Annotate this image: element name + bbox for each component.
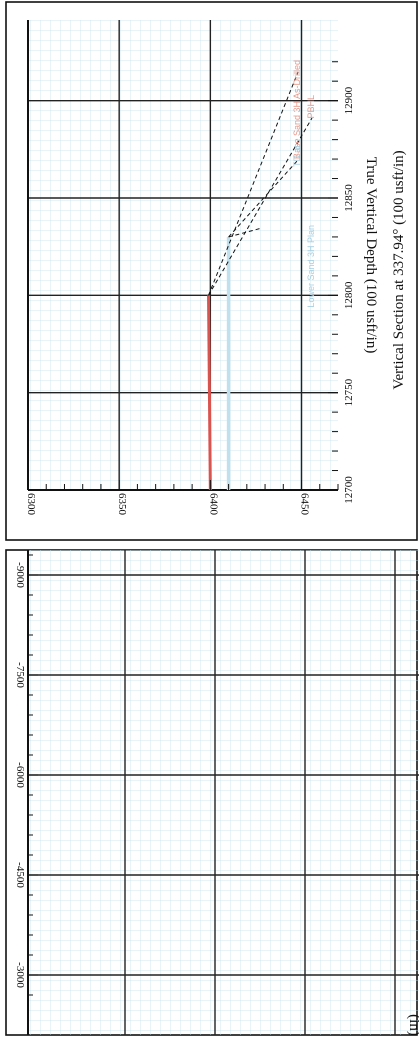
plan-tick-label: -3000 (14, 962, 26, 988)
plan-view-axis-title-fragment: (in) (406, 1014, 419, 1036)
plan-tick-label: -6000 (14, 762, 26, 788)
annotation-pbhl: PBHL (306, 95, 316, 119)
y-axis-ticks: 6300 6350 6400 6450 (25, 480, 339, 516)
y-tick-label: 6350 (116, 493, 128, 516)
leader-line (228, 227, 263, 238)
y-tick-label: 6450 (299, 493, 311, 516)
x-tick-label: 12800 (343, 281, 355, 309)
annotation-leader-lines (208, 71, 313, 296)
annotation-td-at: TD at (292, 145, 302, 168)
vertical-section-grid-major (27, 20, 338, 491)
vertical-section-series (207, 236, 231, 491)
x-tick-label: 12700 (343, 476, 355, 504)
plan-tick-label: -7500 (14, 662, 26, 688)
x-tick-label: 12750 (343, 378, 355, 406)
leader-line (208, 71, 299, 296)
x-axis-ticks: 12700 12750 12800 12850 12900 (328, 61, 355, 504)
y-axis-title: True Vertical Depth (100 usft/in) (363, 157, 379, 354)
plan-tick-label: -4500 (14, 862, 26, 888)
x-axis-title: Vertical Section at 337.94° (100 usft/in… (391, 150, 407, 389)
plan-view-grid-major (27, 550, 419, 1035)
leader-line (228, 159, 299, 238)
annotation-lower-sand-plan: Lower Sand 3H Plan (306, 225, 316, 308)
y-tick-label: 6300 (25, 493, 37, 516)
leader-line (208, 117, 313, 296)
series-line (207, 295, 212, 491)
annotation-base-sand-as-drilled: Base Sand 3H As-Drilled (292, 60, 302, 159)
plan-view-grid-minor (28, 550, 419, 1035)
plan-tick-label: -9000 (14, 562, 26, 588)
plan-view-y-axis-ticks: -9000 -7500 -6000 -4500 -3000 (14, 554, 38, 996)
x-tick-label: 12850 (343, 184, 355, 212)
vertical-section-grid-minor (28, 20, 338, 490)
vertical-section-panel: Base Sand 3H As-Drilled PBHL TD at Lower… (5, 1, 418, 541)
plan-view-panel: -9000 -7500 -6000 -4500 -3000 (in) (5, 549, 419, 1036)
x-tick-label: 12900 (343, 86, 355, 114)
y-tick-label: 6400 (207, 493, 219, 516)
